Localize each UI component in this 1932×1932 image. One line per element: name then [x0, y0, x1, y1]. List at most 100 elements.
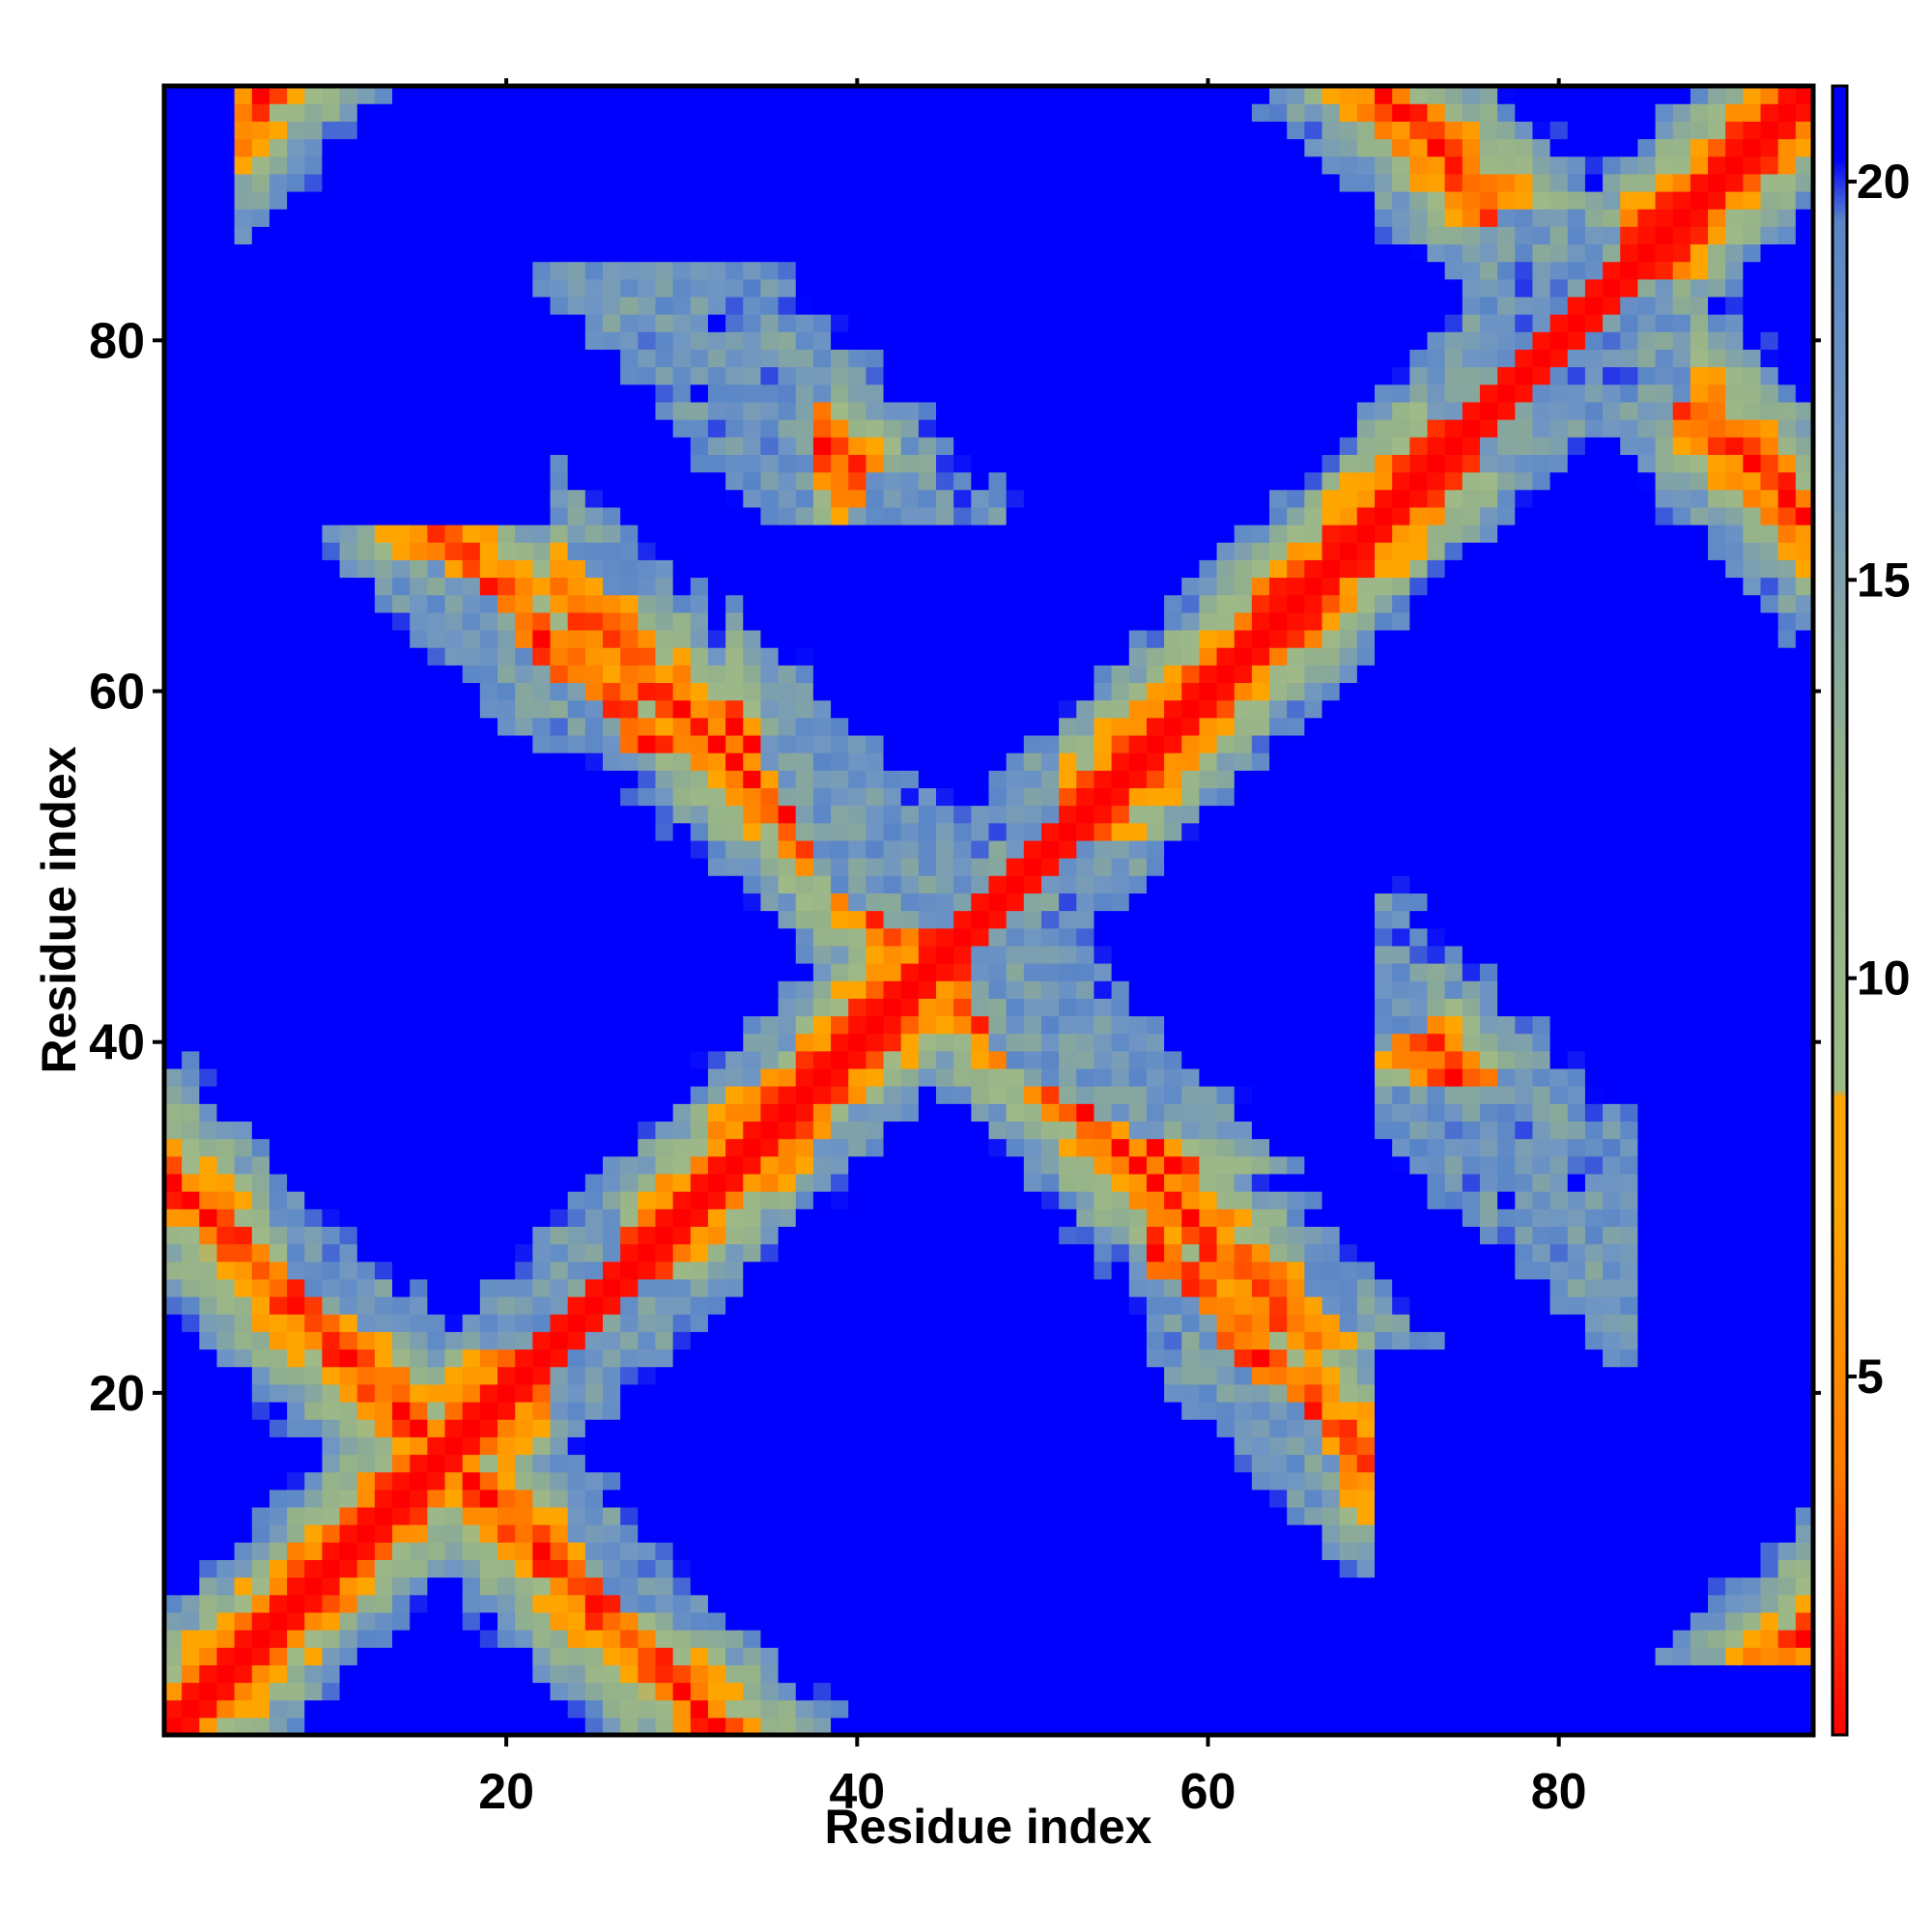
heatmap-cell: [988, 261, 1008, 280]
heatmap-cell: [532, 734, 552, 753]
heatmap-cell: [812, 822, 832, 841]
heatmap-cell: [287, 1471, 305, 1491]
heatmap-cell: [918, 506, 937, 526]
heatmap-cell: [199, 1191, 218, 1209]
heatmap-cell: [866, 1471, 885, 1491]
heatmap-cell: [602, 121, 621, 140]
heatmap-cell: [725, 1103, 744, 1122]
heatmap-cell: [427, 278, 446, 298]
heatmap-cell: [900, 1086, 920, 1104]
heatmap-cell: [1006, 1594, 1025, 1613]
heatmap-cell: [462, 1577, 481, 1596]
heatmap-cell: [638, 1086, 657, 1104]
heatmap-cell: [900, 1611, 920, 1631]
heatmap-cell: [900, 734, 920, 753]
heatmap-cell: [707, 1015, 726, 1035]
heatmap-cell: [936, 998, 954, 1017]
heatmap-cell: [497, 1611, 516, 1631]
heatmap-cell: [584, 1033, 604, 1052]
heatmap-cell: [251, 173, 270, 192]
heatmap-cell: [918, 261, 937, 280]
heatmap-cell: [550, 1506, 569, 1525]
heatmap-cell: [584, 822, 604, 841]
heatmap-cell: [234, 682, 253, 701]
heatmap-cell: [707, 1086, 726, 1104]
heatmap-cell: [392, 770, 411, 788]
heatmap-cell: [567, 278, 586, 298]
heatmap-cell: [392, 261, 411, 280]
heatmap-cell: [760, 1296, 780, 1315]
heatmap-cell: [778, 962, 797, 981]
heatmap-cell: [812, 1033, 832, 1052]
heatmap-cell: [953, 314, 972, 332]
heatmap-cell: [532, 1542, 552, 1560]
heatmap-cell: [1040, 1524, 1060, 1543]
heatmap-cell: [602, 209, 621, 227]
heatmap-cell: [725, 103, 744, 122]
heatmap-cell: [532, 1067, 552, 1087]
heatmap-cell: [234, 261, 253, 280]
heatmap-cell: [655, 805, 674, 824]
heatmap-cell: [778, 594, 797, 613]
heatmap-cell: [655, 1682, 674, 1701]
heatmap-cell: [866, 1015, 885, 1035]
heatmap-cell: [182, 190, 200, 210]
heatmap-cell: [672, 506, 692, 526]
heatmap-cell: [971, 1155, 990, 1175]
heatmap-cell: [339, 121, 358, 140]
heatmap-cell: [831, 1436, 849, 1456]
heatmap-cell: [182, 1015, 200, 1035]
heatmap-cell: [602, 1577, 621, 1596]
heatmap-cell: [638, 1471, 657, 1491]
heatmap-cell: [971, 1419, 990, 1437]
heatmap-cell: [743, 331, 762, 350]
heatmap-cell: [550, 1419, 569, 1437]
heatmap-cell: [199, 419, 218, 438]
heatmap-cell: [1059, 121, 1077, 140]
heatmap-cell: [251, 998, 270, 1017]
heatmap-cell: [532, 770, 552, 788]
heatmap-cell: [410, 243, 428, 263]
heatmap-cell: [410, 437, 428, 455]
heatmap-cell: [199, 927, 218, 947]
heatmap-cell: [304, 787, 324, 807]
heatmap-cell: [620, 542, 639, 560]
heatmap-cell: [497, 366, 516, 385]
heatmap-cell: [778, 366, 797, 385]
heatmap-cell: [602, 1226, 621, 1245]
heatmap-cell: [567, 454, 586, 473]
heatmap-cell: [778, 226, 797, 245]
heatmap-cell: [356, 349, 376, 368]
heatmap-cell: [497, 1103, 516, 1122]
heatmap-cell: [638, 629, 657, 648]
heatmap-cell: [497, 1086, 516, 1104]
heatmap-cell: [936, 1243, 954, 1263]
heatmap-cell: [883, 1173, 902, 1192]
heatmap-cell: [936, 1717, 954, 1736]
heatmap-cell: [304, 366, 324, 385]
heatmap-cell: [725, 506, 744, 526]
heatmap-cell: [497, 893, 516, 912]
heatmap-cell: [1059, 1138, 1077, 1157]
heatmap-cell: [392, 542, 411, 560]
heatmap-cell: [795, 1630, 814, 1648]
heatmap-cell: [479, 1050, 498, 1069]
heatmap-cell: [725, 1278, 744, 1297]
heatmap-cell: [462, 209, 481, 227]
heatmap-cell: [515, 366, 533, 385]
heatmap-cell: [707, 1261, 726, 1280]
heatmap-cell: [339, 524, 358, 543]
heatmap-cell: [199, 770, 218, 788]
heatmap-cell: [462, 1155, 481, 1175]
heatmap-cell: [251, 209, 270, 227]
heatmap-cell: [497, 717, 516, 736]
heatmap-cell: [672, 822, 692, 841]
heatmap-cell: [1076, 1647, 1095, 1665]
heatmap-cell: [532, 647, 552, 666]
heatmap-cell: [374, 226, 393, 245]
heatmap-cell: [410, 524, 428, 543]
heatmap-cell: [725, 121, 744, 140]
heatmap-cell: [795, 734, 814, 753]
heatmap-cell: [638, 243, 657, 263]
heatmap-cell: [199, 805, 218, 824]
